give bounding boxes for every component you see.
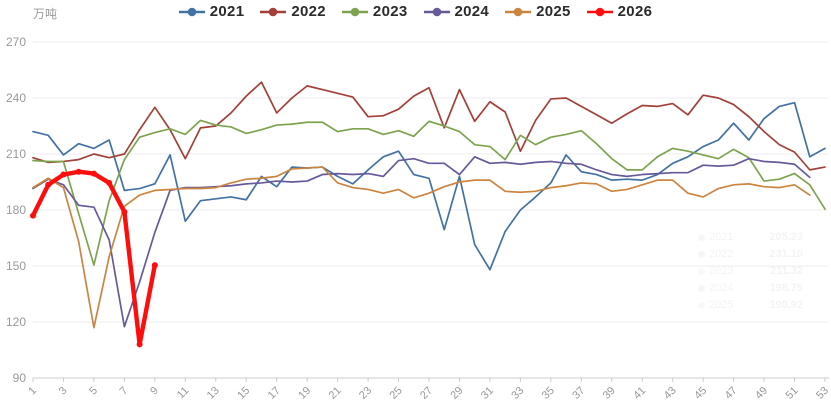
legend-marker-icon <box>178 7 205 16</box>
legend-label: 2023 <box>372 3 408 20</box>
svg-text:47: 47 <box>723 385 740 402</box>
series-markers-2026 <box>30 168 158 348</box>
legend-marker-icon <box>341 7 368 16</box>
svg-text:1: 1 <box>26 385 39 398</box>
svg-text:9: 9 <box>148 385 161 398</box>
legend-item-2026[interactable]: 2026 <box>586 3 653 20</box>
svg-text:39: 39 <box>601 385 618 402</box>
svg-text:29: 29 <box>448 385 465 402</box>
legend-item-2022[interactable]: 2022 <box>260 3 326 20</box>
svg-text:41: 41 <box>631 385 648 402</box>
svg-text:21: 21 <box>327 385 344 402</box>
svg-text:53: 53 <box>814 385 831 402</box>
svg-text:240: 240 <box>6 91 26 105</box>
svg-text:150: 150 <box>6 259 26 273</box>
svg-text:43: 43 <box>662 385 679 402</box>
legend-marker-icon <box>423 7 450 16</box>
svg-text:23: 23 <box>357 385 374 402</box>
legend-label: 2026 <box>617 3 653 20</box>
svg-text:49: 49 <box>753 385 770 402</box>
legend-marker-icon <box>260 7 287 16</box>
svg-text:180: 180 <box>6 203 26 217</box>
svg-text:120: 120 <box>6 315 26 329</box>
chart-legend: 2021 2022 2023 2024 2025 2026 <box>0 3 831 20</box>
svg-text:90: 90 <box>13 371 27 385</box>
legend-marker-icon <box>505 7 532 16</box>
svg-text:7: 7 <box>118 385 131 398</box>
series-line-2025[interactable] <box>32 166 811 329</box>
svg-text:13: 13 <box>205 385 222 402</box>
svg-text:210: 210 <box>6 147 26 161</box>
svg-text:5: 5 <box>87 385 100 398</box>
series-line-2023[interactable] <box>32 119 826 266</box>
series-line-2021[interactable] <box>32 101 826 271</box>
gridlines <box>32 41 829 382</box>
svg-text:15: 15 <box>235 385 252 402</box>
legend-label: 2025 <box>536 3 571 20</box>
series-line-2022[interactable] <box>32 81 826 171</box>
svg-text:3: 3 <box>57 385 70 398</box>
svg-text:31: 31 <box>479 385 496 402</box>
legend-item-2024[interactable]: 2024 <box>423 3 490 20</box>
legend-label: 2024 <box>454 3 490 20</box>
svg-text:51: 51 <box>784 385 801 402</box>
svg-text:37: 37 <box>570 385 587 402</box>
svg-text:25: 25 <box>388 385 405 402</box>
svg-text:27: 27 <box>418 385 435 402</box>
svg-text:19: 19 <box>296 385 313 402</box>
legend-item-2021[interactable]: 2021 <box>178 3 245 20</box>
svg-text:35: 35 <box>540 385 557 402</box>
legend-item-2023[interactable]: 2023 <box>341 3 408 20</box>
legend-item-2025[interactable]: 2025 <box>505 3 571 20</box>
svg-text:11: 11 <box>175 385 192 402</box>
series-line-2024[interactable] <box>32 155 811 328</box>
y-axis-title: 万吨 <box>33 7 58 21</box>
legend-label: 2021 <box>209 3 245 20</box>
legend-label: 2022 <box>291 3 326 20</box>
svg-text:270: 270 <box>6 35 26 49</box>
svg-text:17: 17 <box>266 385 283 402</box>
svg-text:45: 45 <box>692 385 709 402</box>
legend-marker-icon <box>586 7 613 16</box>
svg-text:33: 33 <box>509 385 526 402</box>
